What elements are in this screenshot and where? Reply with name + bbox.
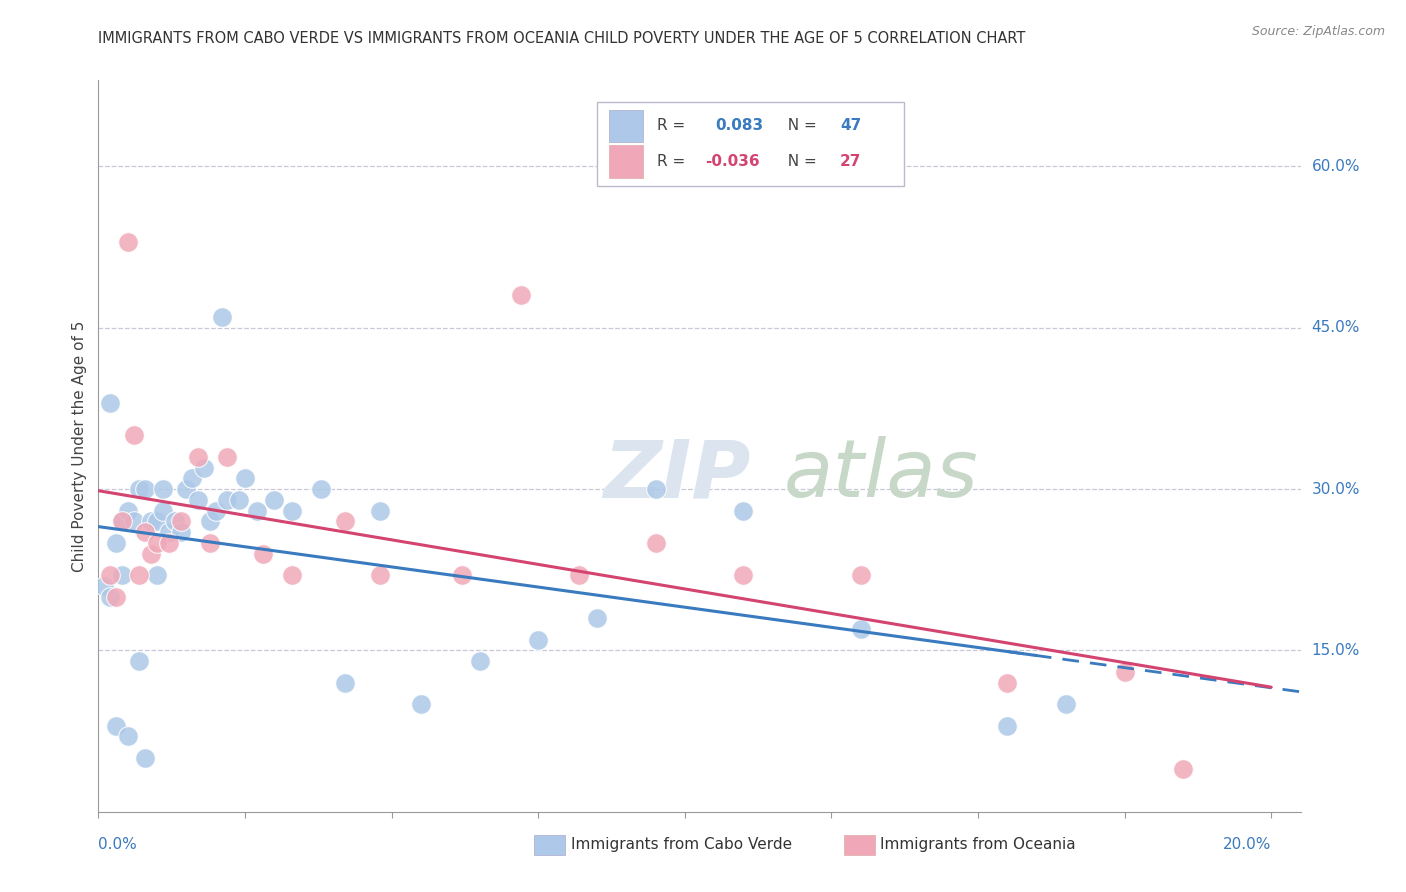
Point [134, 482, 156, 496]
Point [157, 524, 180, 539]
Point [105, 719, 128, 733]
Point [995, 719, 1018, 733]
Point [169, 514, 191, 528]
Text: Immigrants from Cabo Verde: Immigrants from Cabo Verde [571, 838, 792, 852]
Text: 15.0%: 15.0% [1312, 643, 1360, 658]
Point [409, 697, 432, 711]
Point [1054, 697, 1077, 711]
Point [733, 503, 755, 517]
Text: -0.036: -0.036 [706, 154, 761, 169]
Point [246, 503, 269, 517]
FancyBboxPatch shape [598, 103, 904, 186]
Text: R =: R = [658, 154, 690, 169]
Point [217, 450, 239, 464]
Point [117, 235, 139, 249]
Text: 60.0%: 60.0% [1312, 159, 1360, 174]
Point [263, 492, 285, 507]
Point [122, 428, 145, 442]
Point [644, 482, 666, 496]
Text: N =: N = [778, 154, 821, 169]
Point [527, 632, 550, 647]
Bar [609, 110, 643, 143]
Point [105, 536, 128, 550]
Bar [609, 145, 643, 178]
Text: 45.0%: 45.0% [1312, 320, 1360, 335]
Point [217, 492, 239, 507]
Text: Source: ZipAtlas.com: Source: ZipAtlas.com [1251, 25, 1385, 38]
Point [198, 536, 221, 550]
Text: ZIP: ZIP [603, 436, 751, 515]
Point [98, 396, 121, 410]
Point [451, 568, 474, 582]
Text: 30.0%: 30.0% [1312, 482, 1360, 497]
Text: 20.0%: 20.0% [1223, 837, 1271, 852]
Point [157, 536, 180, 550]
Point [1114, 665, 1136, 679]
Point [204, 503, 226, 517]
Point [309, 482, 332, 496]
Point [211, 310, 233, 324]
Text: Immigrants from Oceania: Immigrants from Oceania [880, 838, 1076, 852]
Point [333, 675, 356, 690]
Point [111, 514, 134, 528]
Point [995, 675, 1018, 690]
Point [849, 568, 872, 582]
Point [152, 482, 174, 496]
Point [117, 730, 139, 744]
Point [281, 568, 304, 582]
Point [198, 514, 221, 528]
Point [733, 568, 755, 582]
Point [146, 568, 169, 582]
Point [169, 524, 191, 539]
Point [163, 514, 186, 528]
Point [368, 503, 391, 517]
Point [98, 590, 121, 604]
Text: N =: N = [778, 118, 821, 133]
Point [146, 536, 169, 550]
Point [111, 514, 134, 528]
Point [141, 547, 163, 561]
Point [586, 611, 609, 625]
Point [281, 503, 304, 517]
Point [368, 568, 391, 582]
Point [134, 524, 156, 539]
Point [134, 751, 156, 765]
Point [122, 514, 145, 528]
Point [176, 482, 198, 496]
Point [111, 568, 134, 582]
Point [193, 460, 215, 475]
Text: atlas: atlas [783, 436, 979, 515]
Point [333, 514, 356, 528]
Point [568, 568, 591, 582]
Y-axis label: Child Poverty Under the Age of 5: Child Poverty Under the Age of 5 [72, 320, 87, 572]
Point [468, 654, 491, 668]
Text: 0.083: 0.083 [716, 118, 763, 133]
Point [1173, 762, 1195, 776]
Point [146, 514, 169, 528]
Point [98, 568, 121, 582]
Point [128, 568, 150, 582]
Point [233, 471, 256, 485]
Point [152, 503, 174, 517]
Point [117, 503, 139, 517]
Point [849, 622, 872, 636]
Point [228, 492, 250, 507]
Point [141, 514, 163, 528]
Text: 0.0%: 0.0% [98, 837, 138, 852]
Text: 47: 47 [841, 118, 862, 133]
Point [187, 492, 209, 507]
Point [252, 547, 274, 561]
Point [105, 590, 128, 604]
Point [644, 536, 666, 550]
Point [509, 288, 531, 302]
Text: 27: 27 [841, 154, 862, 169]
Text: R =: R = [658, 118, 696, 133]
Point [187, 450, 209, 464]
Point [93, 579, 115, 593]
Point [128, 654, 150, 668]
Text: IMMIGRANTS FROM CABO VERDE VS IMMIGRANTS FROM OCEANIA CHILD POVERTY UNDER THE AG: IMMIGRANTS FROM CABO VERDE VS IMMIGRANTS… [98, 31, 1026, 46]
Point [181, 471, 204, 485]
Point [128, 482, 150, 496]
